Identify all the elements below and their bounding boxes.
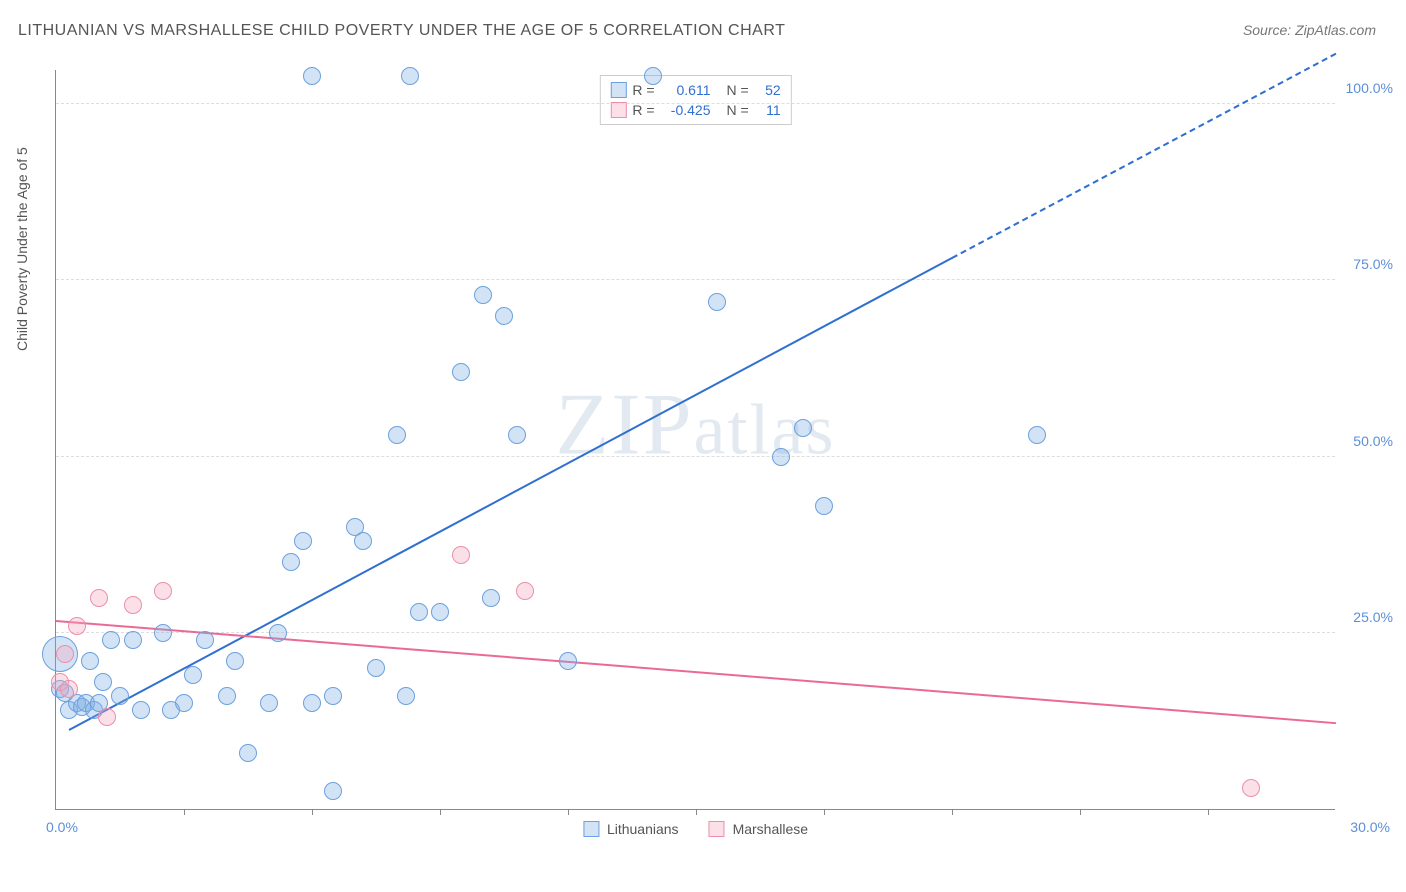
n-label: N = <box>727 82 749 98</box>
gridline <box>56 279 1335 280</box>
n-value: 11 <box>755 102 781 118</box>
legend-row: R =0.611N =52 <box>610 80 780 100</box>
data-point <box>397 687 415 705</box>
data-point <box>324 782 342 800</box>
series-legend: Lithuanians Marshallese <box>583 821 808 837</box>
data-point <box>452 363 470 381</box>
data-point <box>60 680 78 698</box>
data-point <box>815 497 833 515</box>
x-tick <box>824 809 825 815</box>
data-point <box>559 652 577 670</box>
data-point <box>94 673 112 691</box>
data-point <box>98 708 116 726</box>
chart-container: Child Poverty Under the Age of 5 ZIPatla… <box>50 60 1340 830</box>
data-point <box>81 652 99 670</box>
legend-swatch <box>583 821 599 837</box>
data-point <box>1242 779 1260 797</box>
n-label: N = <box>727 102 749 118</box>
gridline <box>56 103 1335 104</box>
source-attribution: Source: ZipAtlas.com <box>1243 22 1376 38</box>
data-point <box>218 687 236 705</box>
r-value: 0.611 <box>661 82 711 98</box>
data-point <box>196 631 214 649</box>
data-point <box>111 687 129 705</box>
data-point <box>794 419 812 437</box>
data-point <box>508 426 526 444</box>
data-point <box>154 582 172 600</box>
y-tick-label: 100.0% <box>1346 80 1393 96</box>
data-point <box>282 553 300 571</box>
n-value: 52 <box>755 82 781 98</box>
data-point <box>132 701 150 719</box>
data-point <box>294 532 312 550</box>
chart-title: LITHUANIAN VS MARSHALLESE CHILD POVERTY … <box>18 22 785 40</box>
legend-label: Lithuanians <box>607 821 679 837</box>
x-tick <box>184 809 185 815</box>
legend-label: Marshallese <box>733 821 808 837</box>
data-point <box>124 596 142 614</box>
data-point <box>388 426 406 444</box>
data-point <box>303 694 321 712</box>
data-point <box>56 645 74 663</box>
trend-line <box>56 620 1336 724</box>
data-point <box>124 631 142 649</box>
data-point <box>1028 426 1046 444</box>
data-point <box>260 694 278 712</box>
data-point <box>303 67 321 85</box>
data-point <box>772 448 790 466</box>
data-point <box>410 603 428 621</box>
r-label: R = <box>632 102 654 118</box>
data-point <box>401 67 419 85</box>
plot-area: ZIPatlas 0.0% 30.0% R =0.611N =52R =-0.4… <box>55 70 1335 810</box>
data-point <box>708 293 726 311</box>
data-point <box>354 532 372 550</box>
data-point <box>184 666 202 684</box>
x-tick <box>1208 809 1209 815</box>
legend-swatch <box>709 821 725 837</box>
data-point <box>367 659 385 677</box>
x-tick <box>440 809 441 815</box>
data-point <box>175 694 193 712</box>
y-axis-label: Child Poverty Under the Age of 5 <box>14 147 30 351</box>
x-tick <box>312 809 313 815</box>
x-tick-min: 0.0% <box>46 819 78 835</box>
y-tick-label: 50.0% <box>1353 433 1393 449</box>
trend-line <box>68 257 952 731</box>
data-point <box>474 286 492 304</box>
data-point <box>452 546 470 564</box>
data-point <box>90 589 108 607</box>
x-tick <box>1080 809 1081 815</box>
y-tick-label: 25.0% <box>1353 609 1393 625</box>
data-point <box>269 624 287 642</box>
data-point <box>68 617 86 635</box>
data-point <box>644 67 662 85</box>
data-point <box>516 582 534 600</box>
legend-item: Marshallese <box>709 821 808 837</box>
correlation-legend: R =0.611N =52R =-0.425N =11 <box>599 75 791 125</box>
data-point <box>154 624 172 642</box>
data-point <box>495 307 513 325</box>
legend-swatch <box>610 102 626 118</box>
trend-line <box>952 53 1337 259</box>
r-value: -0.425 <box>661 102 711 118</box>
x-tick-max: 30.0% <box>1350 819 1390 835</box>
data-point <box>482 589 500 607</box>
x-tick <box>568 809 569 815</box>
data-point <box>431 603 449 621</box>
gridline <box>56 456 1335 457</box>
x-tick <box>952 809 953 815</box>
data-point <box>102 631 120 649</box>
data-point <box>239 744 257 762</box>
legend-swatch <box>610 82 626 98</box>
x-tick <box>696 809 697 815</box>
data-point <box>324 687 342 705</box>
legend-item: Lithuanians <box>583 821 679 837</box>
data-point <box>226 652 244 670</box>
y-tick-label: 75.0% <box>1353 256 1393 272</box>
